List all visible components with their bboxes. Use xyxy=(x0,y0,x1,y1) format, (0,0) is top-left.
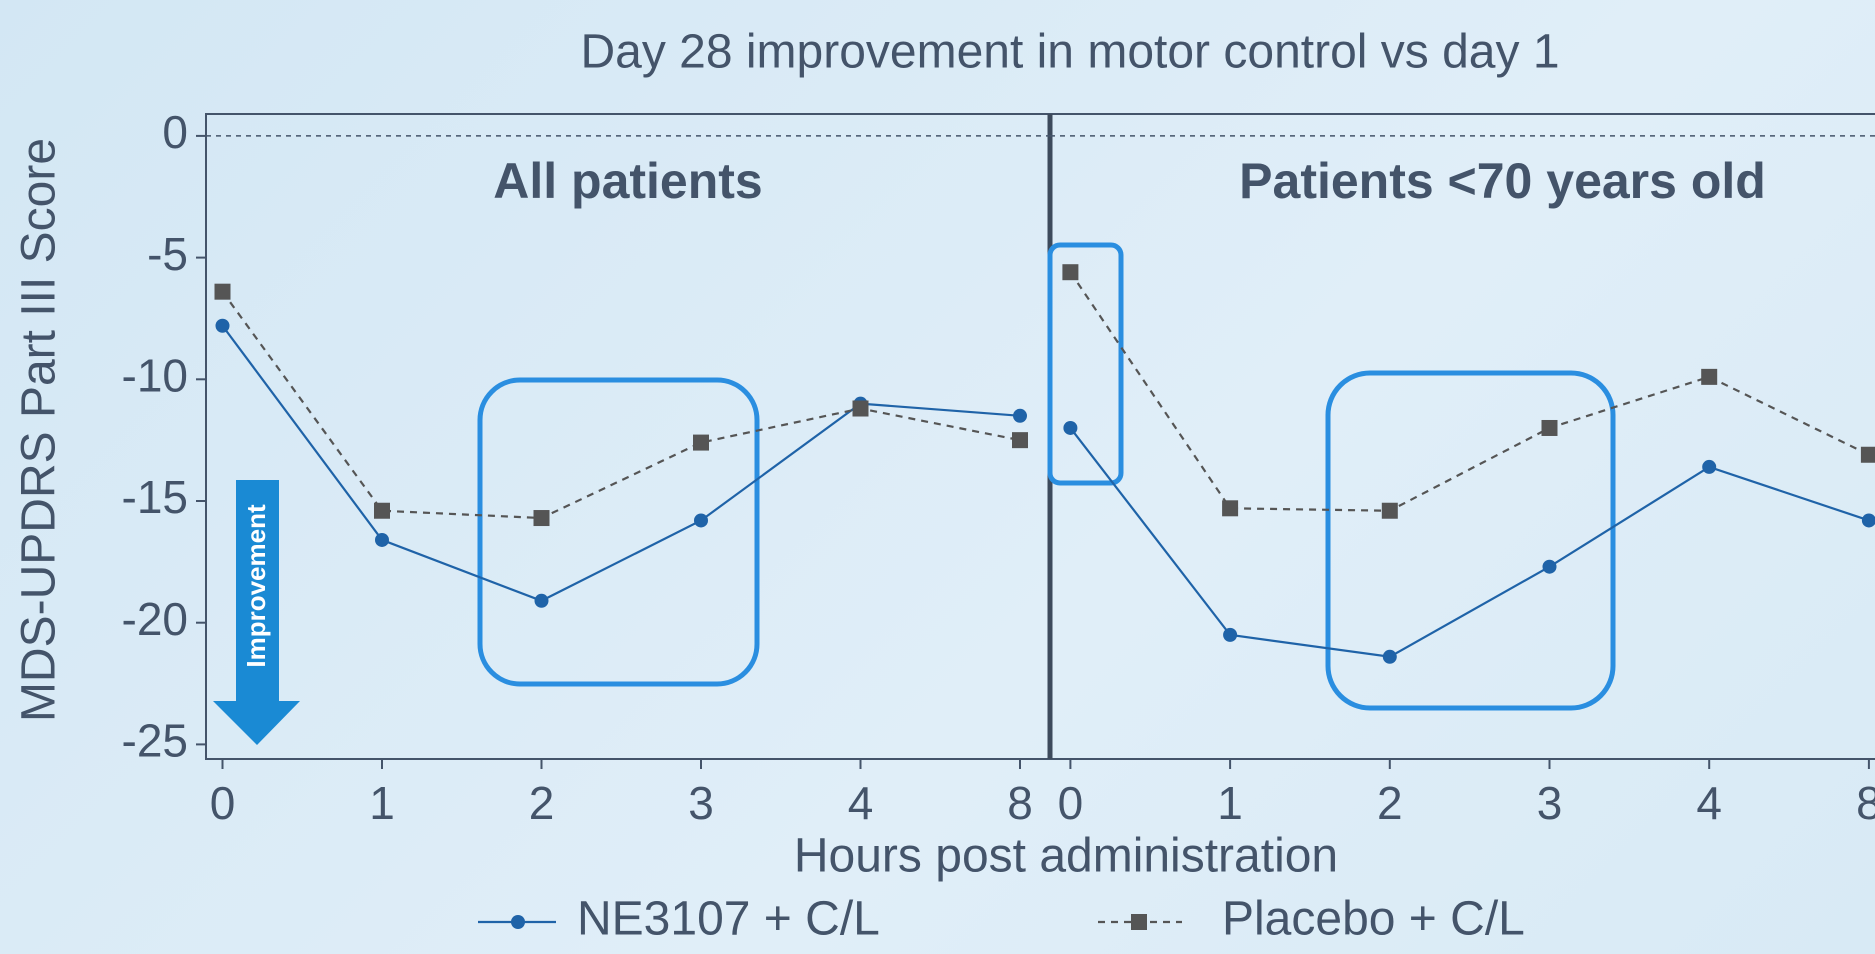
data-point xyxy=(1013,408,1027,423)
x-tick-label: 0 xyxy=(1058,777,1084,829)
series-line xyxy=(1069,427,1870,658)
y-tick-label: -20 xyxy=(122,593,188,645)
x-tick-label: 2 xyxy=(1377,777,1403,829)
data-point xyxy=(1702,459,1717,474)
legend-marker xyxy=(511,915,525,929)
x-axis-label: Hours post administration xyxy=(794,830,1338,883)
y-tick-label: -10 xyxy=(122,349,188,401)
data-point xyxy=(1223,627,1238,642)
x-tick-label: 1 xyxy=(1217,777,1243,829)
annotation: Improvement xyxy=(241,504,271,668)
x-tick-label: 3 xyxy=(1537,777,1563,829)
y-tick-label: -15 xyxy=(122,471,188,523)
data-point xyxy=(1542,559,1557,574)
improvement-arrow-head xyxy=(213,701,300,745)
highlight-box xyxy=(1047,242,1124,486)
data-point xyxy=(1012,432,1028,449)
series-line xyxy=(1069,271,1870,512)
x-tick-label: 0 xyxy=(210,777,236,829)
x-tick-label: 3 xyxy=(688,777,714,829)
data-point xyxy=(1063,420,1078,435)
series-line xyxy=(221,325,1021,602)
data-point xyxy=(374,502,390,519)
legend-marker xyxy=(1131,914,1147,930)
series-line xyxy=(221,291,1021,520)
data-point xyxy=(1222,500,1239,517)
data-point xyxy=(1701,368,1718,385)
highlight-box xyxy=(1325,370,1616,711)
x-tick-label: 4 xyxy=(848,777,874,829)
panel-title: Patients <70 years old xyxy=(1239,153,1766,209)
data-point xyxy=(1381,502,1398,519)
data-point xyxy=(852,400,869,417)
data-point xyxy=(215,318,230,333)
x-tick-label: 1 xyxy=(369,777,395,829)
y-axis-label: MDS-UPDRS Part III Score xyxy=(13,138,66,722)
data-point xyxy=(375,532,389,547)
data-point xyxy=(1860,446,1875,463)
x-tick-label: 2 xyxy=(529,777,555,829)
x-tick-label: 4 xyxy=(1696,777,1722,829)
data-point xyxy=(1382,649,1397,664)
x-tick-label: 8 xyxy=(1856,777,1875,829)
data-point xyxy=(533,510,550,527)
chart-title: Day 28 improvement in motor control vs d… xyxy=(580,26,1559,79)
improvement-arrow xyxy=(236,480,279,703)
data-point xyxy=(694,513,708,528)
y-tick-label: -25 xyxy=(122,715,188,767)
data-point xyxy=(214,283,231,300)
data-point xyxy=(534,593,549,608)
data-point xyxy=(693,434,709,451)
data-point xyxy=(1062,264,1079,281)
panel-title: All patients xyxy=(493,153,762,209)
y-tick-label: -5 xyxy=(147,228,188,280)
legend-label: NE3107 + C/L xyxy=(577,893,880,946)
y-tick-label: 0 xyxy=(162,106,188,158)
data-point xyxy=(1541,419,1558,436)
plot-frame xyxy=(205,113,1875,760)
legend-label: Placebo + C/L xyxy=(1222,893,1525,946)
highlight-box xyxy=(477,377,760,687)
x-tick-label: 8 xyxy=(1007,777,1033,829)
data-point xyxy=(1861,513,1875,528)
